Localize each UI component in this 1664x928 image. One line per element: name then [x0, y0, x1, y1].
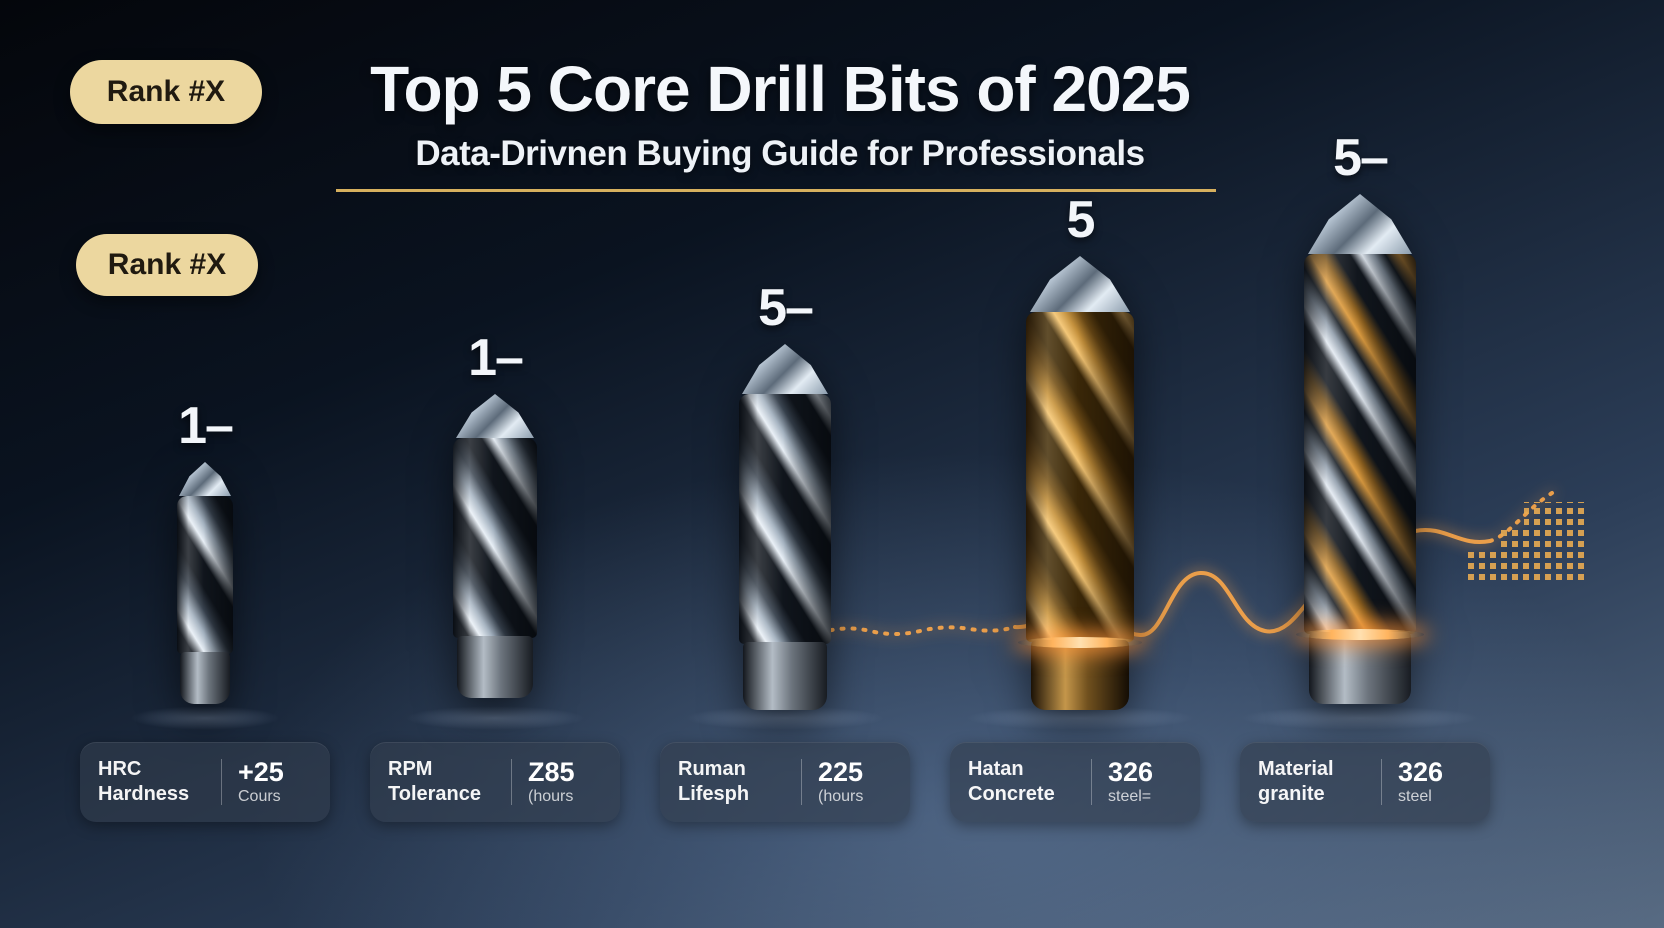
stat-box-material: Material granite 326 steel	[1240, 742, 1490, 822]
stat-label-line1: Ruman	[678, 758, 746, 780]
stat-value: 326	[1398, 757, 1444, 788]
stat-label-line1: Hatan	[968, 758, 1024, 780]
drill-flutes	[177, 496, 233, 654]
stat-value-block: 225 (hours	[818, 757, 892, 806]
stat-box-rpm-tolerance: RPM Tolerance Z85 (hours	[370, 742, 620, 822]
drill-flutes	[453, 438, 537, 638]
drill-rank-label-3: 5–	[758, 279, 814, 337]
stat-label-line1: Material	[1258, 758, 1334, 780]
stat-label: HRC Hardness	[98, 757, 205, 807]
stat-divider	[1381, 759, 1382, 805]
stat-label: RPM Tolerance	[388, 757, 495, 807]
page-subtitle: Data-Drivnen Buying Guide for Profession…	[415, 134, 1145, 173]
drill-bit-group-4: 5	[1000, 192, 1160, 710]
stat-unit: Cours	[238, 787, 281, 805]
stat-box-hrc-hardness: HRC Hardness +25 Cours	[80, 742, 330, 822]
stat-label: Hatan Concrete	[968, 757, 1075, 807]
drill-reflection-1	[130, 706, 280, 730]
stat-label-line2: Lifesph	[678, 783, 750, 805]
drill-flutes	[1304, 254, 1416, 634]
stat-box-lifespan: Ruman Lifesph 225 (hours	[660, 742, 910, 822]
page-title: Top 5 Core Drill Bits of 2025	[370, 53, 1191, 125]
drill-rank-label-2: 1–	[468, 329, 524, 387]
drill-rank-label-1: 1–	[178, 397, 234, 455]
drill-rank-label-4: 5	[1066, 191, 1096, 249]
stat-label-line2: Hardness	[98, 783, 190, 805]
drill-shank	[457, 636, 533, 698]
stat-divider	[511, 759, 512, 805]
stat-box-concrete: Hatan Concrete 326 steel=	[950, 742, 1200, 822]
drill-tip	[742, 344, 828, 394]
drill-shank	[1031, 640, 1129, 710]
drill-shank	[180, 652, 230, 704]
stat-unit: (hours	[818, 787, 864, 805]
drill-reflection-4	[965, 706, 1195, 730]
drill-shank	[743, 642, 827, 710]
drill-bit-1-image	[177, 462, 233, 704]
stat-label-line1: HRC	[98, 758, 142, 780]
drill-bit-group-2: 1–	[415, 330, 575, 698]
halftone-dots-decoration	[1468, 502, 1588, 582]
stat-unit: steel=	[1108, 787, 1152, 805]
stat-value: +25	[238, 757, 284, 788]
drill-tip	[1308, 194, 1412, 254]
glow-ring	[1296, 629, 1424, 640]
stat-value-block: +25 Cours	[238, 757, 312, 806]
stat-label-line2: Tolerance	[388, 783, 481, 805]
drill-bit-4-image	[1018, 256, 1142, 710]
drill-shank	[1309, 632, 1411, 704]
drill-flutes	[1026, 312, 1134, 642]
drill-bit-group-5: 5–	[1280, 130, 1440, 704]
waveform-decoration	[818, 491, 1554, 637]
glow-ring	[1018, 637, 1142, 648]
stat-value-block: Z85 (hours	[528, 757, 602, 806]
stat-value-block: 326 steel=	[1108, 757, 1182, 806]
stat-label-line2: granite	[1258, 783, 1325, 805]
drill-bit-group-3: 5–	[705, 280, 865, 710]
drill-tip	[456, 394, 534, 438]
stat-unit: steel	[1398, 787, 1432, 805]
stat-label-line2: Concrete	[968, 783, 1055, 805]
stat-divider	[221, 759, 222, 805]
drill-bit-2-image	[453, 394, 537, 698]
stat-value: 225	[818, 757, 864, 788]
drill-bit-3-image	[739, 344, 831, 710]
stat-label: Ruman Lifesph	[678, 757, 785, 807]
stat-unit: (hours	[528, 787, 574, 805]
drill-flutes	[739, 394, 831, 644]
accent-underline	[336, 189, 1216, 192]
stat-divider	[801, 759, 802, 805]
drill-rank-label-5: 5–	[1333, 129, 1389, 187]
rank-badge-top: Rank #X	[70, 60, 262, 124]
stat-label: Material granite	[1258, 757, 1365, 807]
stat-label-line1: RPM	[388, 758, 433, 780]
drill-tip	[1030, 256, 1130, 312]
stat-divider	[1091, 759, 1092, 805]
drill-bit-group-1: 1–	[125, 398, 285, 704]
drill-reflection-2	[405, 706, 585, 730]
drill-tip	[179, 462, 231, 496]
drill-bit-5-image	[1296, 194, 1424, 704]
drill-reflection-3	[685, 706, 885, 730]
stat-value-block: 326 steel	[1398, 757, 1472, 806]
drill-reflection-5	[1240, 706, 1480, 730]
stat-value: Z85	[528, 757, 575, 788]
rank-badge-bottom: Rank #X	[76, 234, 258, 296]
stat-value: 326	[1108, 757, 1154, 788]
